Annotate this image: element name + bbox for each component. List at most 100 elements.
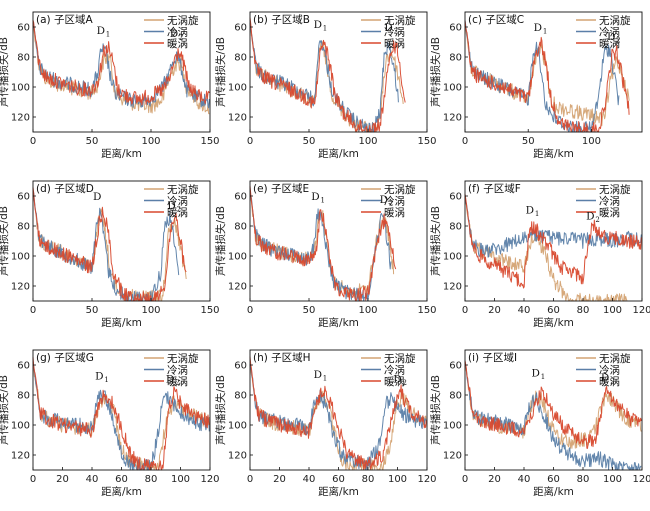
x-tick-label: 50 (303, 136, 316, 147)
convergence-zone-subscript: 2 (175, 379, 179, 387)
panel-h: 0 20 40 60 80 100 120 60 80 100 120 距离/km 声传播损失/dB (h… (214, 349, 437, 498)
x-tick-label: 40 (86, 474, 99, 485)
panel-g: 0 20 40 60 80 100 120 60 80 100 120 距离/km 声传播损失/dB (g… (0, 349, 220, 498)
panel-title: (d) 子区域D (36, 182, 94, 195)
panel-title: (i) 子区域I (468, 351, 517, 364)
x-tick-label: 50 (86, 305, 99, 316)
x-tick-label: 0 (247, 136, 253, 147)
y-tick-label: 100 (228, 421, 247, 432)
panel-title: (b) 子区域B (253, 13, 310, 26)
y-axis-label: 声传播损失/dB (429, 37, 442, 107)
x-tick-label: 120 (632, 305, 650, 316)
convergence-zone-label: D (311, 191, 319, 203)
convergence-zone-label: D (167, 200, 175, 212)
y-tick-label: 120 (228, 451, 247, 462)
convergence-zone-subscript: 1 (541, 373, 545, 381)
legend-label: 无涡旋 (167, 352, 199, 365)
x-tick-label: 100 (388, 474, 407, 485)
x-axis-label: 距离/km (318, 485, 359, 498)
legend-label: 冷涡 (599, 25, 620, 38)
series-line-warm (32, 356, 210, 471)
plot-frame (32, 180, 211, 302)
y-axis-label: 声传播损失/dB (429, 206, 442, 276)
convergence-zone-label: D (532, 368, 540, 380)
y-tick-label: 120 (228, 113, 247, 124)
legend-label: 无涡旋 (167, 183, 199, 196)
y-tick-label: 100 (11, 421, 30, 432)
panel-a: 0 50 100 150 60 80 100 120 距离/km 声传播损失/dB (a) 子区域A… (0, 11, 220, 160)
x-axis-label: 距离/km (318, 147, 359, 160)
x-tick-label: 100 (358, 136, 377, 147)
y-tick-label: 120 (443, 451, 462, 462)
convergence-zone-subscript: 1 (106, 31, 110, 39)
y-tick-label: 80 (449, 222, 462, 233)
convergence-zone-subscript: 1 (535, 210, 539, 218)
y-tick-label: 80 (449, 391, 462, 402)
x-tick-label: 0 (462, 305, 468, 316)
x-tick-label: 100 (603, 474, 622, 485)
y-tick-label: 60 (234, 23, 247, 34)
x-tick-label: 100 (582, 136, 601, 147)
convergence-zone-label: D (97, 25, 105, 37)
x-tick-label: 100 (141, 305, 160, 316)
y-tick-label: 120 (11, 451, 30, 462)
legend-label: 暖涡 (599, 375, 620, 388)
x-tick-label: 80 (362, 474, 375, 485)
convergence-zone-subscript: 2 (177, 206, 181, 214)
series-line-cold (464, 195, 642, 258)
x-tick-label: 60 (547, 474, 560, 485)
x-tick-label: 40 (303, 474, 316, 485)
x-tick-label: 60 (115, 474, 128, 485)
series-line-warm (32, 19, 210, 106)
panel-f: 0 20 40 60 80 100 120 60 80 100 120 距离/km 声传播损失/dB (f… (429, 180, 650, 329)
x-tick-label: 80 (577, 474, 590, 485)
panel-title: (f) 子区域F (468, 182, 521, 195)
convergence-zone-label: D (314, 369, 322, 381)
legend-label: 无涡旋 (384, 14, 416, 27)
y-tick-label: 120 (443, 282, 462, 293)
panel-title: (e) 子区域E (253, 182, 309, 195)
y-tick-label: 80 (449, 53, 462, 64)
legend-label: 冷涡 (384, 363, 405, 376)
x-tick-label: 150 (417, 305, 436, 316)
x-tick-label: 0 (30, 474, 36, 485)
y-tick-label: 100 (443, 83, 462, 94)
y-axis-label: 声传播损失/dB (214, 375, 227, 445)
y-tick-label: 60 (234, 361, 247, 372)
y-tick-label: 100 (11, 252, 30, 263)
x-tick-label: 40 (518, 305, 531, 316)
series-line-warm (32, 187, 187, 302)
convergence-zone-label: D (170, 28, 178, 40)
legend-label: 暖涡 (599, 37, 620, 50)
x-tick-label: 20 (488, 305, 501, 316)
plot-frame (464, 11, 643, 133)
series-line-warm (249, 356, 427, 470)
convergence-zone-label: D (166, 374, 174, 386)
legend-label: 暖涡 (167, 375, 188, 388)
x-axis-label: 距离/km (533, 316, 574, 329)
x-tick-label: 50 (86, 136, 99, 147)
x-tick-label: 150 (200, 305, 219, 316)
x-tick-label: 80 (145, 474, 158, 485)
y-axis-label: 声传播损失/dB (0, 375, 10, 445)
y-tick-label: 100 (11, 83, 30, 94)
series-line-cold (464, 361, 642, 471)
y-tick-label: 60 (449, 23, 462, 34)
x-tick-label: 50 (522, 136, 535, 147)
y-tick-label: 80 (17, 53, 30, 64)
panel-title: (c) 子区域C (468, 13, 524, 26)
x-tick-label: 0 (462, 136, 468, 147)
convergence-zone-subscript: 1 (323, 25, 327, 33)
y-axis-label: 声传播损失/dB (0, 206, 10, 276)
convergence-zone-label: D (534, 22, 542, 34)
convergence-zone-subscript: 2 (595, 216, 599, 224)
legend-label: 暖涡 (167, 206, 188, 219)
x-tick-label: 20 (273, 474, 286, 485)
panel-e: 0 50 100 150 60 80 100 120 距离/km 声传播损失/dB (e) 子区域E… (214, 180, 437, 329)
x-tick-label: 60 (547, 305, 560, 316)
series-line-warm (464, 20, 630, 133)
y-tick-label: 60 (234, 192, 247, 203)
x-tick-label: 0 (247, 474, 253, 485)
plot-frame (32, 11, 211, 133)
x-axis-label: 距离/km (101, 316, 142, 329)
